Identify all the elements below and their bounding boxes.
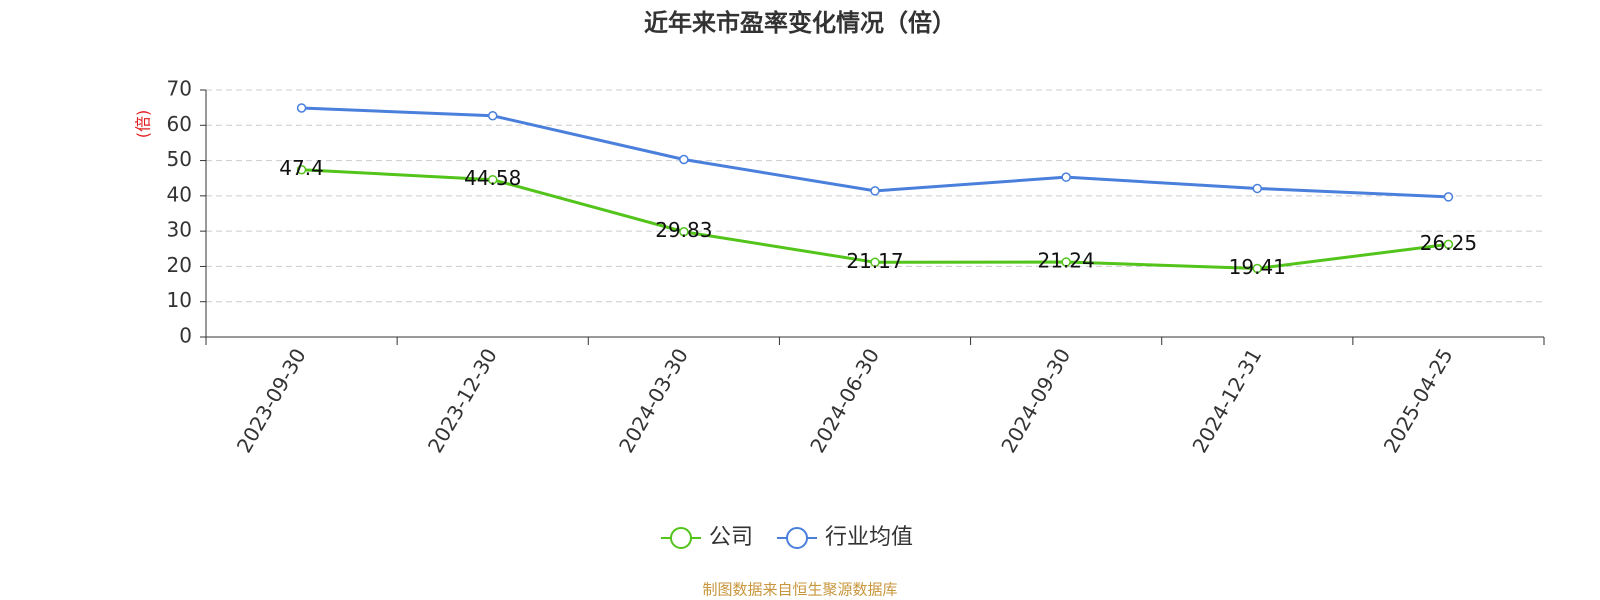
data-point (296, 164, 307, 175)
chart-title: 近年来市盈率变化情况（倍） (644, 9, 956, 37)
source-note: 制图数据来自恒生聚源数据库 (702, 581, 897, 599)
data-point (487, 174, 498, 185)
data-point (1443, 239, 1454, 250)
x-tick-label: 2024-09-30 (996, 344, 1075, 457)
y-tick-label: 30 (167, 218, 192, 242)
y-tick-label: 20 (167, 253, 192, 277)
data-point (870, 257, 880, 268)
data-point (1252, 183, 1263, 194)
data-label: 21.17 (846, 249, 903, 273)
data-point (679, 154, 689, 165)
y-axis-label: (倍) (134, 110, 153, 139)
data-point (1061, 257, 1071, 267)
data-point (487, 111, 498, 121)
y-tick-label: 0 (179, 324, 192, 348)
legend-marker (786, 527, 809, 549)
x-tick-label: 2023-09-30 (232, 344, 311, 457)
data-point (296, 103, 307, 113)
data-label: 29.83 (655, 218, 712, 242)
data-point (1443, 192, 1454, 202)
x-tick-label: 2023-12-30 (423, 344, 502, 457)
y-tick-label: 60 (167, 112, 192, 136)
legend-marker (670, 527, 692, 549)
legend-label: 行业均值 (825, 525, 913, 550)
y-tick-label: 50 (167, 147, 192, 171)
data-point (679, 226, 689, 237)
legend-label: 公司 (709, 525, 753, 550)
x-tick-label: 2024-03-30 (614, 344, 693, 457)
x-tick-label: 2024-06-30 (805, 344, 884, 457)
x-tick-label: 2025-04-25 (1379, 344, 1458, 457)
y-tick-label: 10 (167, 288, 192, 312)
data-point (1252, 263, 1263, 274)
data-point (870, 186, 880, 196)
data-label: 21.24 (1038, 249, 1095, 273)
data-label: 47.4 (279, 156, 324, 180)
data-label: 19.41 (1229, 255, 1286, 279)
y-tick-label: 70 (167, 77, 192, 101)
x-tick-label: 2024-12-31 (1187, 344, 1266, 457)
y-tick-label: 40 (167, 182, 192, 206)
data-label: 44.58 (464, 166, 521, 190)
data-point (1061, 172, 1071, 182)
data-label: 26.25 (1420, 231, 1477, 255)
